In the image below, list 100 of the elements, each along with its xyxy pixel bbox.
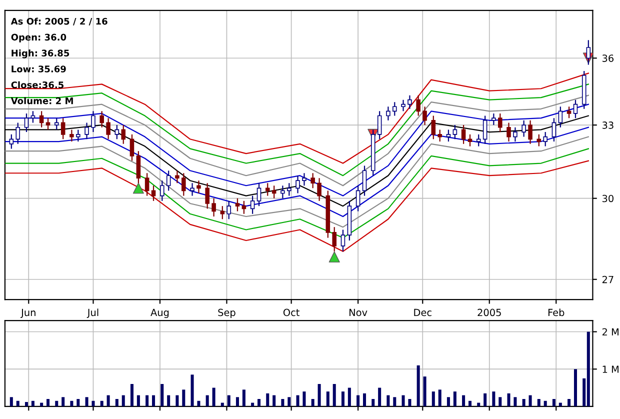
x-tick-label: Sep bbox=[218, 308, 236, 318]
point bbox=[132, 182, 144, 194]
bar bbox=[167, 395, 170, 406]
bar bbox=[416, 365, 420, 406]
candlestick bbox=[280, 185, 285, 199]
bar bbox=[386, 395, 390, 406]
bar bbox=[552, 398, 556, 406]
candlestick bbox=[16, 122, 20, 144]
candlestick bbox=[386, 106, 390, 121]
bar bbox=[266, 393, 270, 406]
bar bbox=[326, 391, 330, 406]
bar bbox=[10, 397, 13, 406]
candlestick bbox=[166, 170, 171, 192]
bar bbox=[318, 384, 321, 406]
annotation: Low: 35.69 bbox=[12, 66, 66, 72]
candlestick bbox=[401, 99, 406, 112]
annotation: Volume: 2 M bbox=[10, 97, 73, 104]
candlestick bbox=[212, 198, 216, 218]
candlestick bbox=[438, 129, 442, 142]
candlestick bbox=[408, 94, 412, 110]
bar bbox=[492, 391, 496, 406]
candlestick bbox=[287, 182, 292, 196]
candlestick bbox=[106, 118, 110, 140]
candlestick bbox=[543, 132, 548, 147]
x-tick-label: Feb bbox=[548, 308, 564, 316]
candlestick bbox=[24, 112, 29, 133]
x-tick-label: Nov bbox=[350, 308, 368, 316]
y-tick-label: 27 bbox=[602, 276, 614, 284]
bar bbox=[528, 395, 532, 406]
candlestick bbox=[446, 129, 451, 142]
candlestick bbox=[250, 195, 255, 214]
candlestick bbox=[205, 182, 210, 210]
bar bbox=[507, 393, 510, 406]
candlestick bbox=[60, 118, 66, 140]
bar bbox=[348, 388, 351, 406]
candlestick bbox=[226, 200, 232, 220]
candlestick bbox=[310, 172, 315, 189]
line-series bbox=[4, 104, 589, 196]
candlestick bbox=[482, 115, 488, 144]
bar bbox=[537, 398, 540, 406]
candlestick bbox=[136, 150, 141, 184]
candlestick bbox=[586, 40, 591, 66]
candlestick bbox=[114, 124, 120, 140]
candlestick bbox=[377, 110, 382, 140]
candlestick bbox=[190, 182, 194, 196]
candlestick bbox=[552, 118, 556, 142]
candlestick bbox=[452, 124, 458, 140]
bar bbox=[568, 398, 571, 406]
point bbox=[328, 251, 340, 262]
bar bbox=[182, 390, 186, 406]
bar bbox=[62, 397, 65, 406]
candlestick bbox=[39, 110, 44, 128]
bar bbox=[423, 376, 426, 406]
y-tick-label: 30 bbox=[602, 194, 614, 202]
bar bbox=[372, 398, 375, 406]
bar bbox=[281, 398, 284, 406]
annotation: Open: 36.0 bbox=[11, 34, 66, 42]
candlestick bbox=[513, 126, 518, 142]
y-tick-label: 1 M bbox=[602, 366, 618, 373]
bar bbox=[432, 391, 435, 406]
bar bbox=[477, 402, 480, 406]
candlestick bbox=[235, 198, 240, 212]
bar bbox=[227, 395, 230, 406]
candlestick bbox=[9, 134, 14, 150]
bar bbox=[251, 402, 254, 406]
candlestick bbox=[84, 122, 89, 140]
candlestick bbox=[265, 182, 270, 196]
annotation: Close:36.5 bbox=[11, 81, 64, 88]
candlestick bbox=[498, 112, 502, 133]
x-tick-label: Jul bbox=[86, 308, 98, 318]
bar bbox=[402, 395, 405, 406]
bar bbox=[206, 395, 209, 406]
candlestick bbox=[46, 118, 50, 130]
bar bbox=[122, 395, 125, 406]
candlestick bbox=[196, 180, 201, 194]
candlestick bbox=[220, 206, 225, 220]
bar bbox=[296, 395, 300, 406]
bar bbox=[438, 390, 442, 406]
bar bbox=[176, 395, 179, 406]
bar bbox=[272, 395, 276, 406]
candlestick bbox=[356, 185, 360, 212]
candlestick bbox=[256, 182, 262, 207]
candlestick bbox=[492, 112, 496, 126]
bar bbox=[558, 402, 562, 406]
y-tick-label: 2 M bbox=[602, 328, 618, 336]
candlestick bbox=[100, 110, 104, 128]
candlestick bbox=[317, 178, 322, 202]
bar bbox=[46, 398, 50, 406]
candlestick bbox=[416, 94, 420, 116]
bar bbox=[514, 397, 517, 406]
bar bbox=[115, 398, 118, 406]
bar bbox=[258, 398, 261, 406]
candlestick bbox=[522, 120, 526, 138]
bar bbox=[220, 402, 224, 406]
candlestick bbox=[573, 99, 578, 119]
candlestick bbox=[296, 175, 300, 194]
candlestick bbox=[506, 122, 511, 142]
candlestick bbox=[468, 134, 472, 147]
candlestick bbox=[302, 172, 306, 186]
bar bbox=[446, 397, 450, 406]
